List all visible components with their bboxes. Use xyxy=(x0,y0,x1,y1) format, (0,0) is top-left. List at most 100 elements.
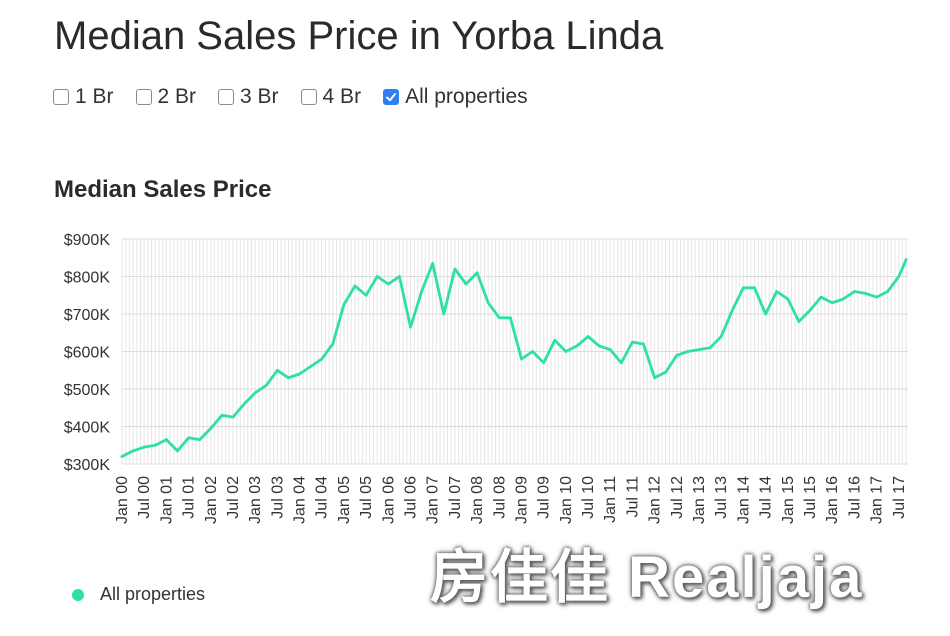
data-point xyxy=(808,308,812,312)
x-tick-label: Jan 06 xyxy=(380,476,397,524)
filter-1br[interactable]: 1 Br xyxy=(53,85,114,109)
filter-2br[interactable]: 2 Br xyxy=(135,85,196,109)
x-tick-label: Jul 16 xyxy=(846,476,863,519)
data-point xyxy=(398,275,401,278)
filter-4br[interactable]: 4 Br xyxy=(300,85,361,109)
x-tick-label: Jul 12 xyxy=(669,476,686,519)
y-tick-label: $700K xyxy=(64,307,111,324)
y-tick-label: $500K xyxy=(64,382,111,399)
data-point xyxy=(253,391,257,395)
data-point xyxy=(142,445,146,449)
page-title: Median Sales Price in Yorba Linda xyxy=(54,14,664,58)
data-point xyxy=(575,344,579,348)
data-point xyxy=(553,338,557,342)
data-point xyxy=(198,438,202,442)
data-point xyxy=(287,376,290,380)
x-tick-label: Jan 15 xyxy=(780,476,797,524)
data-point xyxy=(420,290,424,293)
y-tick-label: $900K xyxy=(64,232,111,249)
data-point xyxy=(542,361,546,365)
x-tick-label: Jul 04 xyxy=(314,476,331,519)
x-tick-label: Jan 08 xyxy=(469,476,486,524)
data-point xyxy=(697,348,701,352)
x-tick-label: Jul 05 xyxy=(358,476,375,519)
data-point xyxy=(275,368,279,372)
x-tick-label: Jul 01 xyxy=(181,476,198,519)
x-tick-label: Jul 02 xyxy=(225,476,242,519)
data-point xyxy=(431,261,435,265)
data-point xyxy=(386,282,390,286)
data-point xyxy=(164,438,168,442)
data-point xyxy=(875,295,878,299)
data-point xyxy=(619,361,623,365)
data-point xyxy=(453,267,457,271)
filter-4br-checkbox[interactable] xyxy=(300,89,317,105)
data-point xyxy=(897,275,901,278)
data-point xyxy=(486,301,490,305)
data-point xyxy=(719,335,723,338)
data-point xyxy=(531,350,534,353)
x-tick-label: Jan 01 xyxy=(158,476,175,524)
legend-label: All properties xyxy=(100,584,206,604)
y-tick-label: $400K xyxy=(64,420,111,437)
x-tick-label: Jul 15 xyxy=(802,476,819,519)
data-point xyxy=(264,383,268,387)
x-tick-label: Jan 10 xyxy=(558,476,575,524)
series-line-all-properties xyxy=(120,258,908,458)
data-point xyxy=(320,357,324,361)
data-point xyxy=(331,342,335,346)
data-point xyxy=(852,290,856,293)
data-point xyxy=(664,370,668,374)
data-point xyxy=(830,301,834,305)
data-point xyxy=(786,297,790,301)
data-point xyxy=(409,325,412,329)
data-point xyxy=(608,348,612,352)
data-point xyxy=(497,316,501,320)
x-tick-label: Jan 16 xyxy=(824,476,841,524)
x-tick-label: Jul 17 xyxy=(891,476,908,519)
filter-1br-label: 1 Br xyxy=(75,85,114,108)
data-point xyxy=(904,258,908,262)
property-filters: 1 Br 2 Br 3 Br 4 Br All properties xyxy=(53,85,528,109)
data-point xyxy=(176,449,179,453)
x-tick-label: Jul 00 xyxy=(136,476,153,519)
filter-all-properties-label: All properties xyxy=(405,85,528,108)
x-tick-label: Jan 14 xyxy=(735,476,752,524)
x-tick-label: Jan 02 xyxy=(203,476,220,524)
data-point xyxy=(797,320,801,323)
x-tick-label: Jan 13 xyxy=(691,476,708,524)
filter-1br-checkbox[interactable] xyxy=(53,89,69,105)
data-point xyxy=(353,284,357,288)
data-point xyxy=(209,426,213,430)
filter-3br[interactable]: 3 Br xyxy=(218,85,279,109)
data-point xyxy=(753,286,756,290)
x-tick-label: Jul 14 xyxy=(758,476,775,519)
data-point xyxy=(653,376,657,380)
filter-2br-checkbox[interactable] xyxy=(135,89,152,105)
filter-all-properties-checkbox[interactable] xyxy=(383,89,400,105)
data-point xyxy=(841,297,845,301)
data-point xyxy=(886,290,890,293)
x-tick-label: Jan 11 xyxy=(602,476,619,523)
data-point xyxy=(642,342,645,346)
data-point xyxy=(564,350,568,353)
data-point xyxy=(442,312,446,316)
filter-all-properties[interactable]: All properties xyxy=(383,85,528,109)
x-tick-label: Jan 17 xyxy=(869,476,886,524)
x-tick-label: Jan 05 xyxy=(336,476,353,524)
checkmark-icon xyxy=(386,93,397,102)
data-point xyxy=(597,344,601,348)
data-point xyxy=(764,312,767,316)
x-tick-label: Jul 13 xyxy=(713,476,730,519)
watermark-logo: 房佳佳 Realjaja xyxy=(430,545,864,610)
data-point xyxy=(298,372,301,376)
x-tick-label: Jan 12 xyxy=(647,476,664,524)
filter-3br-checkbox[interactable] xyxy=(218,89,235,105)
x-tick-label: Jan 07 xyxy=(425,476,442,524)
data-point xyxy=(742,286,745,290)
data-point xyxy=(153,443,157,447)
x-tick-label: Jul 09 xyxy=(536,476,553,519)
chart-legend[interactable]: All properties xyxy=(72,584,205,605)
data-point xyxy=(220,413,224,417)
